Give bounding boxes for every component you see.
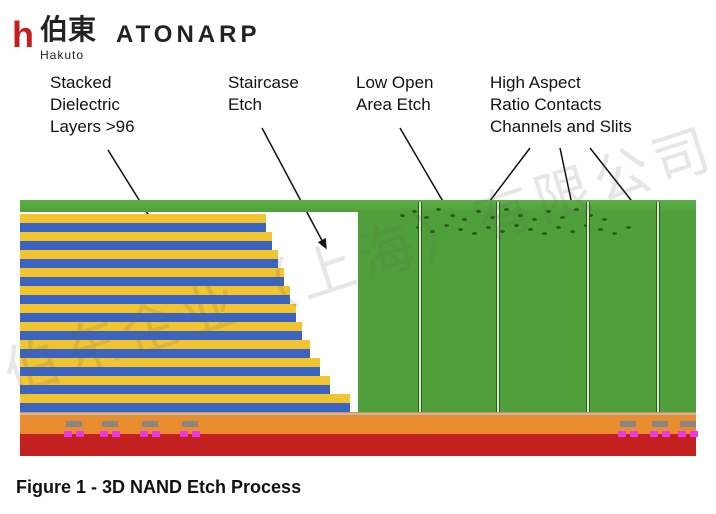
- etch-hole: [612, 232, 617, 235]
- connector-icon: [616, 421, 640, 437]
- layer-blue: [20, 349, 310, 358]
- etch-hole: [602, 218, 607, 221]
- layer-blue: [20, 277, 284, 286]
- etch-hole: [500, 230, 505, 233]
- layer-blue: [20, 367, 320, 376]
- connector-icon: [178, 421, 202, 437]
- etch-hole: [546, 210, 551, 213]
- etch-hole: [514, 224, 519, 227]
- layer-blue: [20, 241, 272, 250]
- etch-hole: [598, 228, 603, 231]
- hakuto-en: Hakuto: [40, 48, 96, 62]
- layer-blue: [20, 331, 302, 340]
- etch-hole: [574, 208, 579, 211]
- etch-hole: [560, 216, 565, 219]
- substrate-red: [20, 434, 696, 456]
- channel-slit: [418, 202, 422, 412]
- etch-hole: [486, 226, 491, 229]
- etch-hole: [542, 232, 547, 235]
- etch-hole: [528, 228, 533, 231]
- layer-yellow: [20, 376, 330, 385]
- etch-hole: [518, 214, 523, 217]
- logo-hakuto: h 伯東 Hakuto: [12, 8, 96, 62]
- layers-area: [20, 192, 696, 412]
- etch-hole: [570, 230, 575, 233]
- etch-hole: [626, 226, 631, 229]
- etch-hole: [450, 214, 455, 217]
- etch-hole: [504, 208, 509, 211]
- connector-icon: [648, 421, 672, 437]
- etch-hole: [430, 230, 435, 233]
- layer-yellow: [20, 304, 296, 313]
- header: h 伯東 Hakuto ATONARP: [0, 0, 716, 70]
- hakuto-text: 伯東 Hakuto: [40, 8, 96, 62]
- etch-hole: [476, 210, 481, 213]
- layer-yellow: [20, 286, 290, 295]
- etch-hole: [472, 232, 477, 235]
- layer-yellow: [20, 340, 310, 349]
- holes-area: [20, 200, 696, 230]
- label-highaspect: High AspectRatio ContactsChannels and Sl…: [490, 72, 632, 138]
- etch-hole: [412, 210, 417, 213]
- layer-yellow: [20, 322, 302, 331]
- figure-caption: Figure 1 - 3D NAND Etch Process: [16, 477, 301, 498]
- connector-icon: [62, 421, 86, 437]
- layer-yellow: [20, 250, 278, 259]
- label-stacked: StackedDielectricLayers >96: [50, 72, 135, 138]
- etch-hole: [458, 228, 463, 231]
- etch-hole: [424, 216, 429, 219]
- layer-yellow: [20, 268, 284, 277]
- layer-yellow: [20, 232, 272, 241]
- etch-hole: [444, 224, 449, 227]
- diagram-3d-nand: [20, 192, 696, 456]
- hakuto-mark-icon: h: [12, 17, 34, 53]
- label-staircase: StaircaseEtch: [228, 72, 299, 116]
- connector-icon: [98, 421, 122, 437]
- layer-blue: [20, 259, 278, 268]
- layer-blue: [20, 295, 290, 304]
- etch-hole: [556, 226, 561, 229]
- layer-blue: [20, 403, 350, 412]
- channel-slit: [496, 202, 500, 412]
- etch-hole: [462, 218, 467, 221]
- layer-blue: [20, 385, 330, 394]
- connector-icon: [138, 421, 162, 437]
- etch-hole: [490, 216, 495, 219]
- labels-row: StackedDielectricLayers >96 StaircaseEtc…: [0, 72, 716, 142]
- channel-slit: [586, 202, 590, 412]
- channel-slit: [656, 202, 660, 412]
- green-bulk: [358, 200, 696, 412]
- etch-hole: [532, 218, 537, 221]
- etch-hole: [436, 208, 441, 211]
- hakuto-cn: 伯東: [40, 8, 96, 48]
- layer-yellow: [20, 358, 320, 367]
- label-lowopen: Low OpenArea Etch: [356, 72, 434, 116]
- logo-atonarp: ATONARP: [116, 21, 260, 49]
- layer-blue: [20, 313, 296, 322]
- connector-icon: [676, 421, 700, 437]
- divider-line: [20, 413, 696, 415]
- layer-yellow: [20, 394, 350, 403]
- etch-hole: [400, 214, 405, 217]
